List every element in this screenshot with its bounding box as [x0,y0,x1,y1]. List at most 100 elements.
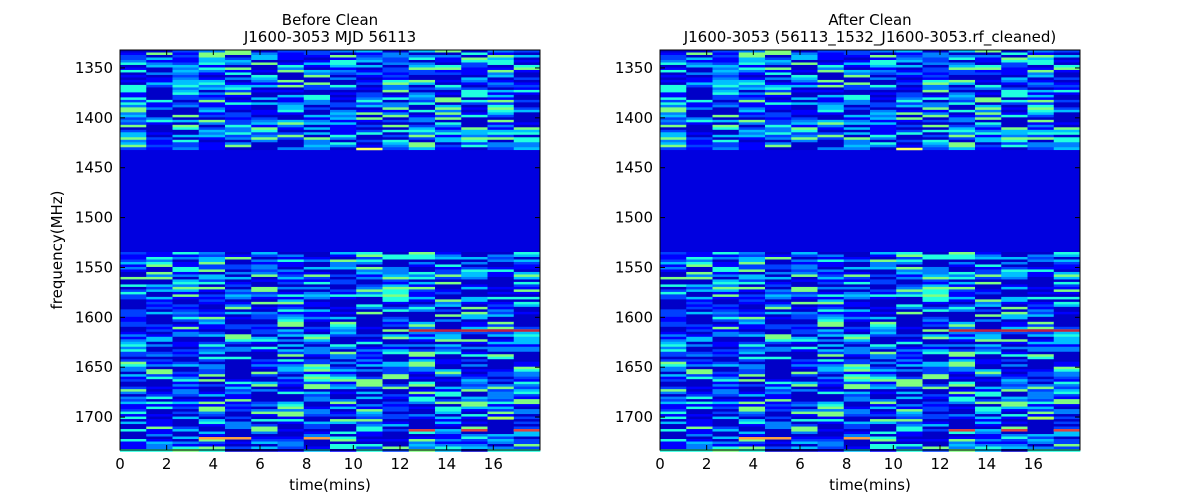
heatmap-cell [435,122,462,126]
heatmap-cell [817,319,845,323]
heatmap-cell [513,309,541,313]
heatmap-cell [1053,59,1081,63]
heatmap-cell [896,94,923,98]
heatmap-cell [146,321,173,325]
heatmap-cell [198,439,226,442]
heatmap-cell [487,319,515,323]
heatmap-cell [765,271,792,275]
heatmap-cell [975,429,1002,432]
heatmap-cell [1001,314,1028,318]
heatmap-cell [513,122,541,126]
heatmap-cell [843,144,871,148]
heatmap-cell [765,52,792,56]
heatmap-cell [146,62,173,66]
heatmap-cell [251,384,278,387]
heatmap-cell [487,261,515,265]
heatmap-cell [817,321,845,325]
heatmap-cell [487,411,515,415]
heatmap-cell [303,314,331,318]
heatmap-cell [225,119,252,123]
heatmap-cell [975,137,1002,141]
heatmap-cell [120,321,147,325]
heatmap-cell [146,274,173,278]
heatmap-cell [382,379,410,382]
heatmap-cell [975,444,1002,447]
heatmap-cell [686,134,713,138]
heatmap-cell [303,354,331,358]
heatmap-cell [251,431,278,435]
heatmap-cell [765,409,792,412]
heatmap-cell [975,259,1002,263]
heatmap-cell [896,72,923,76]
heatmap-cell [870,354,897,358]
heatmap-cell [172,376,200,380]
heatmap-cell [225,324,252,328]
heatmap-cell [408,294,436,298]
heatmap-cell [686,341,713,345]
heatmap-cell [120,94,147,98]
heatmap-cell [870,254,897,258]
heatmap-cell [896,319,923,323]
heatmap-cell [408,67,436,71]
heatmap-cell [225,399,252,402]
heatmap-cell [896,406,923,410]
heatmap-cell [975,94,1002,98]
heatmap-cell [843,50,871,53]
heatmap-cell [1027,77,1055,81]
heatmap-cell [765,109,792,113]
heatmap-cell [461,286,488,290]
after-clean-panel: After Clean J1600-3053 (56113_1532_J1600… [615,11,1081,494]
heatmap-cell [1053,266,1081,270]
heatmap-cell [660,301,687,305]
heatmap-cell [765,416,792,420]
chart-title-line1: Before Clean [282,11,378,29]
heatmap-cell [712,72,740,76]
heatmap-cell [765,276,792,280]
heatmap-cell [172,441,200,445]
heatmap-cell [356,314,383,318]
heatmap-cell [660,134,687,138]
heatmap-cell [513,336,541,340]
heatmap-cell [686,269,713,273]
heatmap-cell [948,72,976,76]
heatmap-cell [843,346,871,350]
heatmap-cell [408,404,436,407]
heatmap-cell [120,319,147,323]
heatmap-cell [513,421,541,425]
heatmap-cell [382,252,410,255]
heatmap-cell [660,389,687,392]
heatmap-cell [660,97,687,101]
heatmap-cell [172,306,200,310]
heatmap-cell [686,349,713,353]
heatmap-cell [225,304,252,308]
heatmap-cell [686,354,713,358]
heatmap-cell [791,444,818,447]
heatmap-cell [225,139,252,143]
heatmap-cell [922,99,950,103]
heatmap-cell [765,122,792,126]
heatmap-cell [513,401,541,405]
heatmap-cell [870,414,897,417]
heatmap-cell [896,369,923,372]
heatmap-cell [461,376,488,380]
heatmap-cell [251,109,278,113]
heatmap-cell [277,142,305,146]
heatmap-cell [172,59,200,63]
heatmap-cell [146,112,173,116]
heatmap-cell [791,324,818,328]
heatmap-cell [408,134,436,138]
heatmap-cell [120,426,147,430]
heatmap-cell [1053,354,1081,358]
heatmap-cell [686,94,713,98]
heatmap-cell [120,124,147,128]
heatmap-cell [1001,254,1028,258]
heatmap-cell [461,62,488,66]
heatmap-cell [277,259,305,263]
heatmap-cell [948,399,976,402]
heatmap-cell [1053,379,1081,382]
heatmap-cell [461,124,488,128]
heatmap-cell [356,117,383,121]
heatmap-cell [513,326,541,330]
heatmap-cell [225,384,252,387]
heatmap-cell [356,409,383,412]
